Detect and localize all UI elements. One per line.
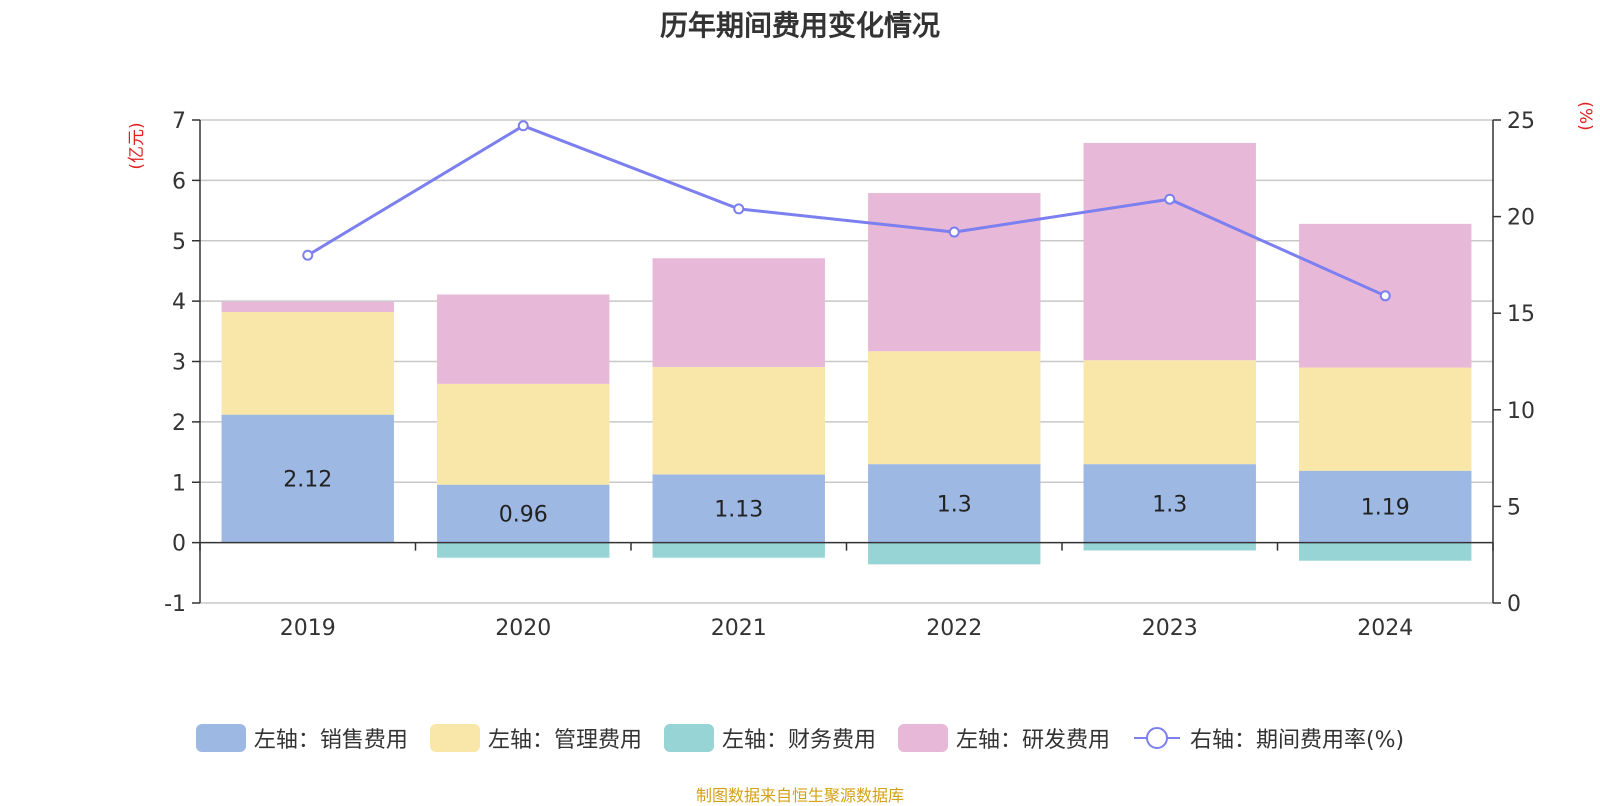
rate-point [1164, 193, 1176, 205]
left-axis-tick-label: 3 [172, 351, 186, 376]
bar-data-label: 1.19 [1361, 496, 1410, 521]
right-axis-tick-label: 15 [1507, 302, 1535, 327]
bar-1-2020 [437, 383, 610, 485]
legend-swatch-rnd [897, 724, 948, 752]
x-axis-tick-label: 2024 [1357, 616, 1413, 641]
bar-3-2022 [868, 193, 1041, 352]
bar-0-2023 [1083, 464, 1256, 543]
legend-label-rate: 右轴：期间费用率(%) [1189, 728, 1405, 753]
right-axis-tick-label: 20 [1507, 206, 1535, 231]
x-axis-tick-label: 2019 [280, 616, 336, 641]
legend-label-admin: 左轴：管理费用 [487, 728, 642, 753]
left-axis-tick-label: 7 [172, 109, 186, 134]
bar-2-2020 [437, 542, 610, 558]
chart-canvas: -1 0 1 2 3 4 5 6 7 0 5 10 15 20 25 2019 2020 2021 2022 2023… [127, 101, 1595, 641]
left-axis-tick-label: -1 [164, 592, 186, 617]
x-axis-tick-label: 2020 [495, 616, 551, 641]
left-axis-tick-label: 5 [172, 230, 186, 255]
bar-0-2019 [221, 414, 394, 543]
bar-2-2022 [868, 542, 1041, 565]
legend-line-circle-icon [1133, 727, 1180, 749]
bar-1-2021 [652, 366, 825, 475]
bar-data-label: 1.3 [1152, 492, 1187, 517]
x-axis-tick-label: 2021 [711, 616, 767, 641]
legend-swatch-admin [429, 724, 480, 752]
legend-item-rate[interactable]: 右轴：期间费用率(%) [1132, 722, 1404, 754]
legend-item-sales[interactable]: 左轴：销售费用 [195, 722, 408, 754]
legend-item-admin[interactable]: 左轴：管理费用 [429, 722, 642, 754]
data-labels: 2.12 0.96 1.13 1.3 1.3 1.19 [283, 468, 1409, 528]
legend-item-finance[interactable]: 左轴：财务费用 [663, 722, 876, 754]
rate-line [306, 124, 1386, 298]
bar-2-2021 [652, 542, 825, 558]
rate-point [517, 120, 529, 132]
bar-2-2024 [1299, 542, 1472, 561]
bar-series [221, 142, 1472, 565]
rate-point [302, 249, 314, 261]
legend-label-rnd: 左轴：研发费用 [955, 728, 1110, 753]
bar-0-2024 [1299, 470, 1472, 543]
gridlines [200, 119, 1493, 604]
x-axis-tick-label: 2023 [1142, 616, 1198, 641]
left-axis-tick-label: 4 [172, 290, 186, 315]
bar-1-2023 [1083, 360, 1256, 465]
right-axis-unit-label: (%) [1575, 101, 1595, 130]
bar-0-2021 [652, 474, 825, 543]
bar-0-2020 [437, 484, 610, 543]
legend-item-rnd[interactable]: 左轴：研发费用 [897, 722, 1110, 754]
bar-data-label: 2.12 [283, 468, 332, 493]
x-axis-tick-label: 2022 [926, 616, 982, 641]
bar-1-2019 [221, 311, 394, 415]
source-note: 制图数据来自恒生聚源数据库 [695, 786, 904, 805]
left-axis-tick-label: 2 [172, 411, 186, 436]
legend-swatch-finance [663, 724, 714, 752]
right-axis-tick-label: 25 [1507, 109, 1535, 134]
left-axis-tick-label: 6 [172, 169, 186, 194]
legend-label-sales: 左轴：销售费用 [253, 728, 408, 753]
left-axis-tick-label: 0 [172, 532, 186, 557]
rate-point [733, 203, 745, 215]
axes: -1 0 1 2 3 4 5 6 7 0 5 10 15 20 25 2019 2020 2021 2022 2023… [164, 109, 1535, 641]
bar-data-label: 1.3 [937, 492, 972, 517]
legend-label-finance: 左轴：财务费用 [721, 728, 876, 753]
left-axis-unit-label: (亿元) [127, 122, 147, 169]
right-axis-tick-label: 0 [1507, 592, 1521, 617]
bar-2-2023 [1083, 542, 1256, 551]
rate-point [948, 226, 960, 238]
right-axis-tick-label: 5 [1507, 495, 1521, 520]
bar-0-2022 [868, 464, 1041, 543]
rate-line-series [302, 120, 1391, 302]
bar-1-2024 [1299, 367, 1472, 471]
rate-point [1379, 290, 1391, 302]
bar-3-2020 [437, 294, 610, 384]
bar-3-2019 [221, 301, 394, 312]
chart-title: 历年期间费用变化情况 [659, 9, 940, 42]
bar-data-label: 1.13 [714, 498, 763, 523]
bar-3-2021 [652, 258, 825, 367]
right-axis-tick-label: 10 [1507, 399, 1535, 424]
legend-swatch-sales [195, 724, 246, 752]
bar-data-label: 0.96 [499, 503, 548, 528]
bar-3-2023 [1083, 142, 1256, 361]
bar-1-2022 [868, 351, 1041, 465]
left-axis-tick-label: 1 [172, 471, 186, 496]
legend: 左轴：销售费用 左轴：管理费用 左轴：财务费用 左轴：研发费用 右轴：期间费用率… [0, 722, 1600, 754]
